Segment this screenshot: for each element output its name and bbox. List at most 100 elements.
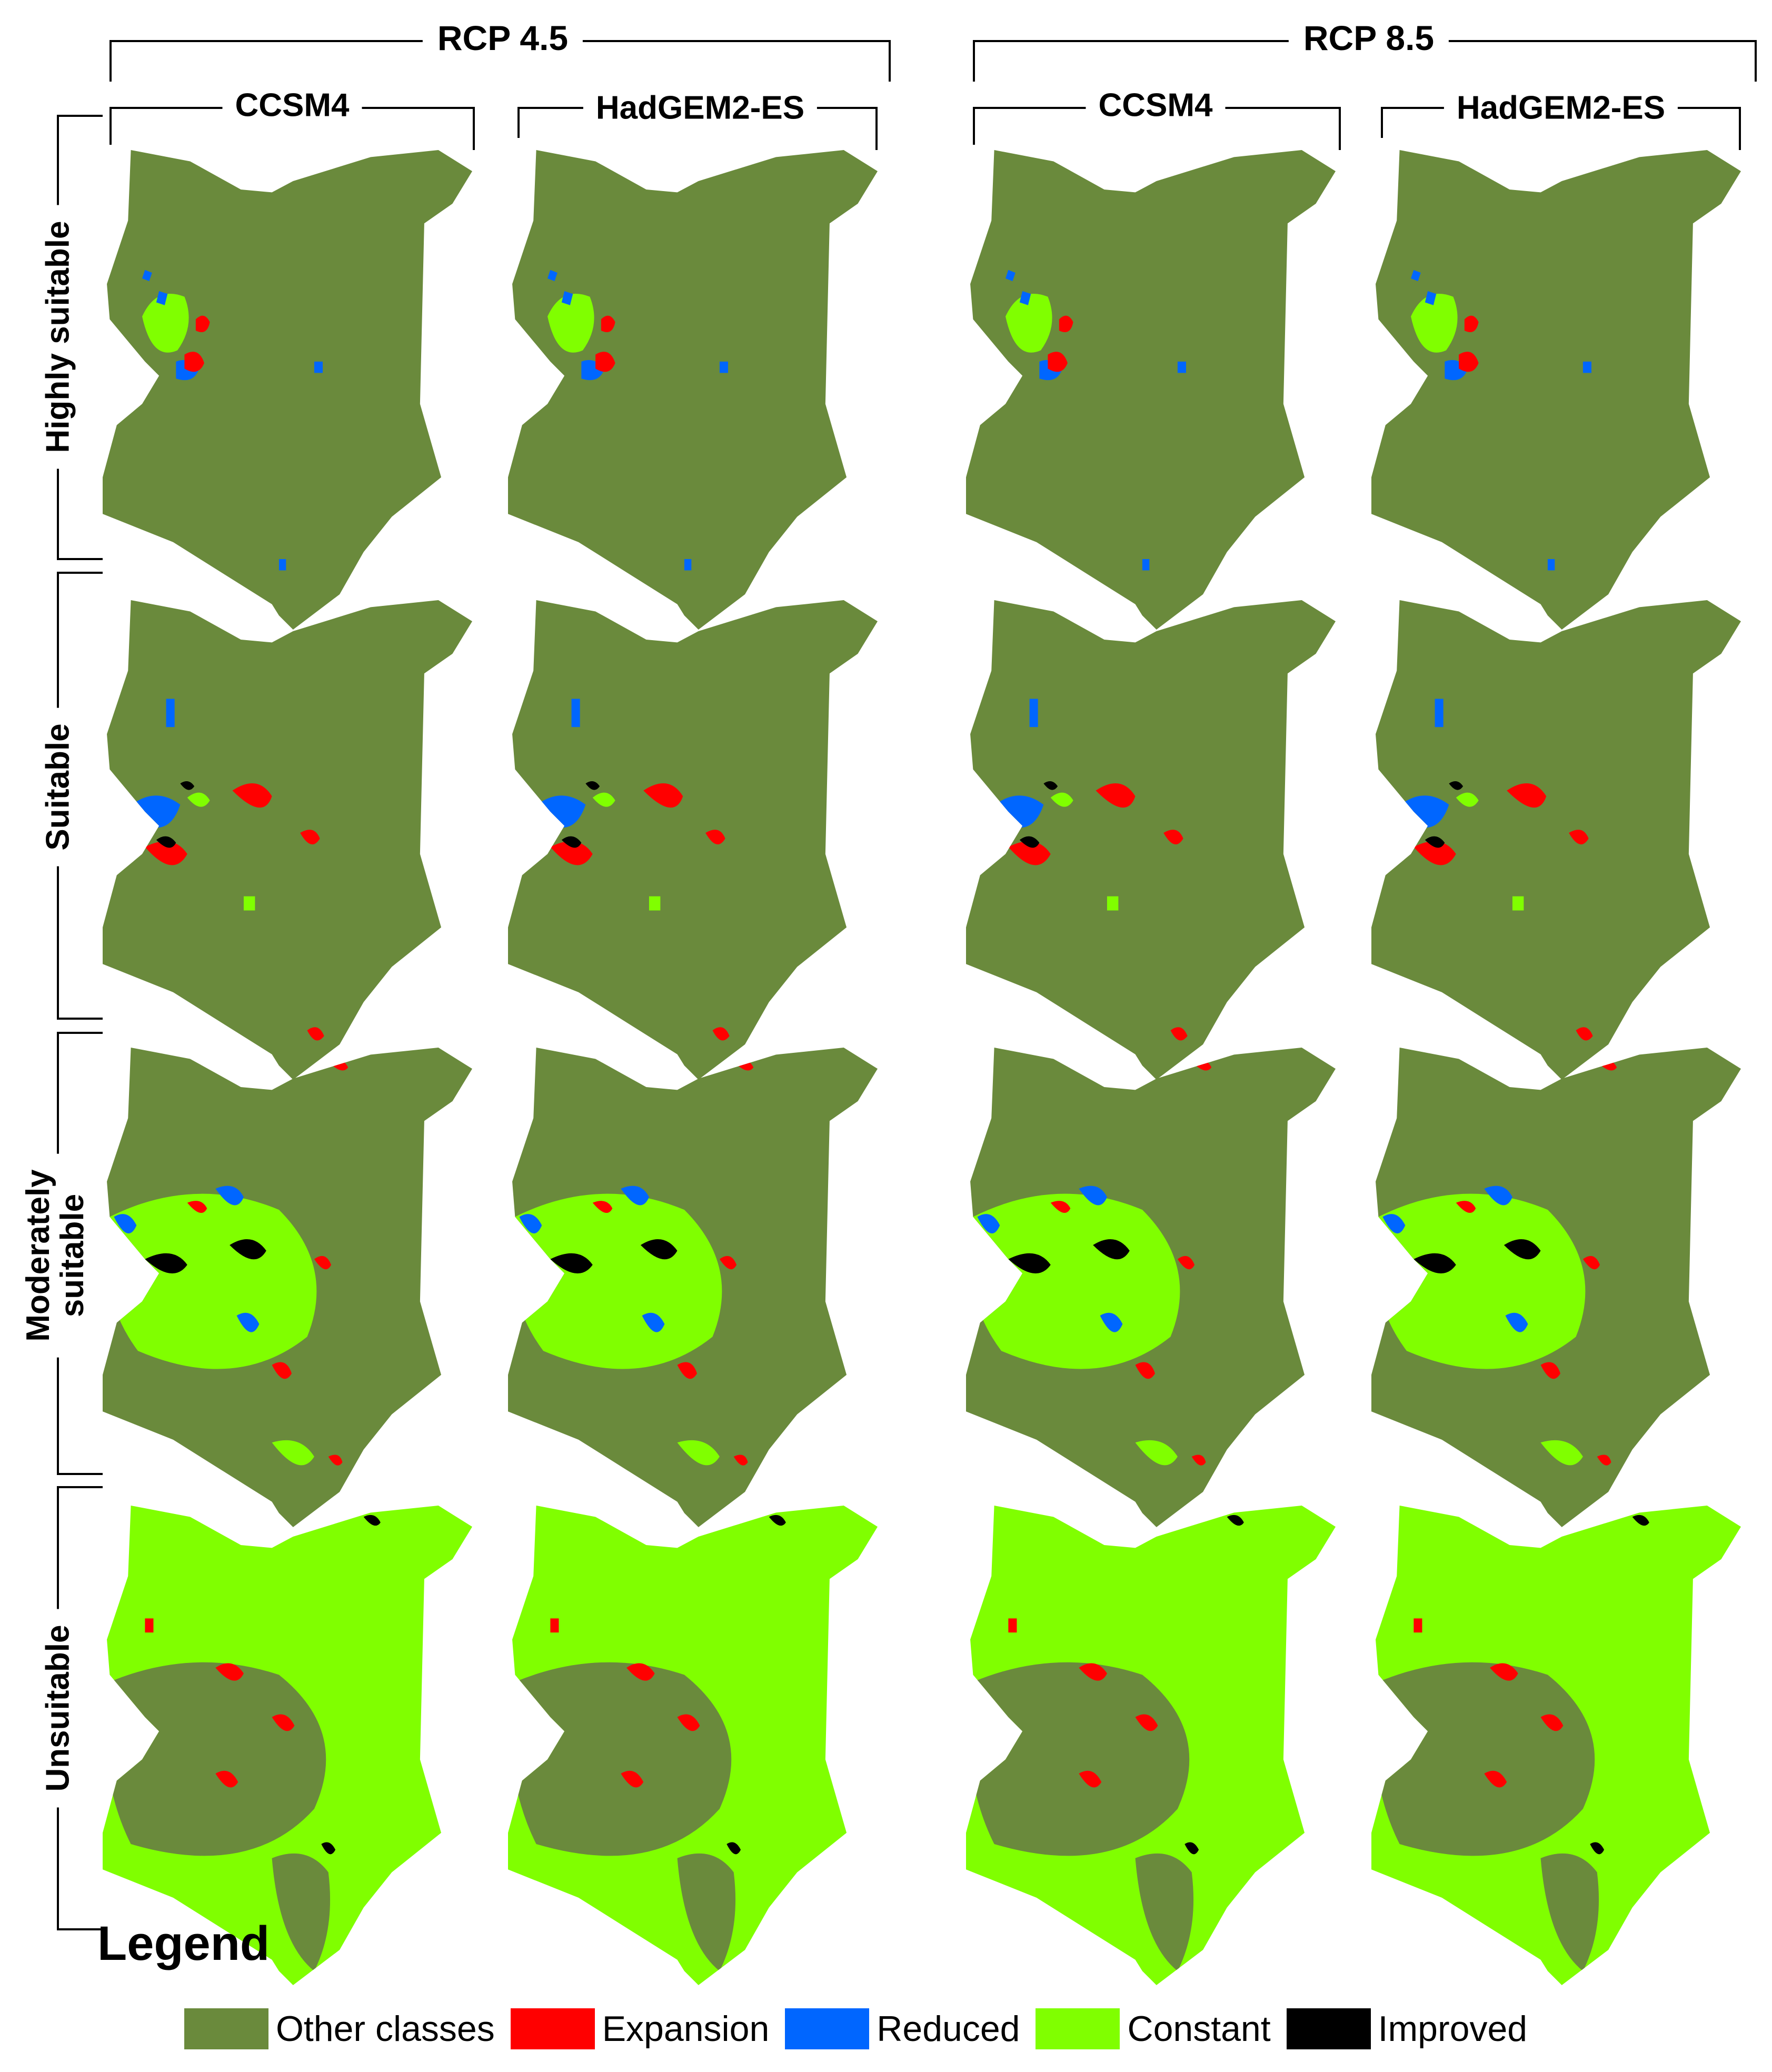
- map-patch-other: [272, 1853, 331, 1971]
- legend-swatch-constant: [1036, 2008, 1120, 2049]
- map-patch-reduced: [561, 291, 573, 305]
- map-patch-expansion: [1413, 841, 1456, 865]
- map-patch-expansion: [272, 1362, 292, 1379]
- legend-title: Legend: [97, 1917, 270, 1970]
- map-moderately-1: [508, 1048, 878, 1527]
- map-patch-reduced: [1425, 291, 1437, 305]
- map-patch-constant: [677, 1440, 720, 1466]
- map-patch-improved: [1008, 1253, 1051, 1274]
- map-patch-other: [677, 1853, 736, 1971]
- map-patch-improved: [363, 1515, 381, 1526]
- map-patch-improved: [180, 781, 195, 790]
- map-patch-expansion: [195, 315, 210, 333]
- map-patch-improved: [1632, 1515, 1649, 1526]
- map-unsuitable-2: [966, 1506, 1336, 1985]
- map-suitable-3: [1371, 600, 1741, 1080]
- map-patch-reduced: [977, 1214, 1000, 1234]
- map-patch-reduced: [1100, 1312, 1123, 1332]
- map-patch-expansion: [232, 783, 272, 808]
- map-patch-expansion: [719, 1256, 737, 1270]
- legend-label-reduced: Reduced: [877, 2009, 1020, 2049]
- map-patch-reduced: [642, 1312, 665, 1332]
- map-patch-improved: [145, 1253, 187, 1274]
- scenario-label-rcp45: RCP 4.5: [422, 18, 583, 58]
- map-unsuitable-0: [103, 1506, 472, 1985]
- map-patch-improved: [321, 1842, 336, 1855]
- map-patch-reduced: [1006, 270, 1016, 282]
- map-patch-constant: [1540, 1440, 1583, 1466]
- map-highly-3: [1371, 150, 1741, 630]
- map-patch-improved: [769, 1515, 786, 1526]
- map-base-highly-2: [966, 150, 1336, 630]
- map-patch-reduced: [314, 361, 323, 373]
- map-patch-expansion: [184, 352, 204, 372]
- map-patch-expansion: [1170, 1027, 1188, 1041]
- map-patch-expansion: [1050, 1201, 1071, 1213]
- legend-item-reduced: Reduced: [785, 2008, 1020, 2049]
- map-patch-improved: [585, 781, 600, 790]
- map-patch-reduced: [215, 1186, 244, 1206]
- map-patch-other: [1540, 1853, 1599, 1971]
- map-suitable-1: [508, 600, 878, 1080]
- map-patch-expansion: [733, 1455, 748, 1466]
- legend-swatch-improved: [1286, 2008, 1371, 2049]
- map-highly-0: [103, 150, 472, 630]
- map-patch-expansion: [1456, 1201, 1476, 1213]
- legend-item-constant: Constant: [1036, 2008, 1271, 2049]
- map-patch-improved: [1590, 1842, 1605, 1855]
- map-patch-expansion: [1464, 315, 1479, 333]
- map-patch-expansion: [1597, 1455, 1611, 1466]
- map-patch-expansion: [536, 1721, 556, 1736]
- map-patch-constant: [187, 792, 210, 807]
- map-patch-reduced: [278, 559, 286, 571]
- map-patch-constant: [1411, 293, 1458, 353]
- map-patch-expansion: [328, 1455, 343, 1466]
- map-patch-other: [511, 1662, 732, 1856]
- map-patch-reduced: [1382, 1214, 1406, 1234]
- map-patch-reduced: [1484, 1186, 1512, 1206]
- map-patch-reduced: [1177, 361, 1186, 373]
- map-patch-expansion: [1163, 830, 1183, 844]
- row-label-highly-suitable: Highly suitable: [39, 205, 76, 469]
- map-patch-constant: [272, 1440, 314, 1466]
- map-patch-constant: [547, 293, 594, 353]
- row-label-suitable: Suitable: [39, 708, 76, 866]
- map-patch-expansion: [314, 1256, 332, 1270]
- map-patch-constant: [592, 792, 615, 807]
- map-patch-improved: [1449, 781, 1464, 790]
- map-patch-other: [1374, 1662, 1595, 1856]
- map-patch-reduced: [684, 559, 692, 571]
- map-patch-expansion: [592, 1201, 613, 1213]
- map-patch-improved: [1043, 781, 1058, 790]
- map-unsuitable-1: [508, 1506, 878, 1985]
- map-patch-constant: [243, 896, 255, 911]
- map-patch-reduced: [114, 1214, 137, 1234]
- map-patch-expansion: [1576, 1027, 1593, 1041]
- map-patch-improved: [1413, 1253, 1456, 1274]
- map-patch-constant: [1006, 293, 1052, 353]
- map-patch-reduced: [142, 270, 152, 282]
- map-patch-expansion: [1096, 783, 1136, 808]
- legend-swatch-other: [184, 2008, 268, 2049]
- map-patch-expansion: [1490, 1663, 1518, 1681]
- map-patch-improved: [1184, 1842, 1199, 1855]
- map-patch-reduced: [1019, 291, 1031, 305]
- map-highly-1: [508, 150, 878, 630]
- map-patch-constant: [649, 896, 661, 911]
- map-patch-expansion: [1008, 1618, 1017, 1633]
- map-patch-improved: [1093, 1239, 1130, 1260]
- map-patch-expansion: [145, 841, 187, 865]
- map-patch-reduced: [719, 361, 728, 373]
- map-patch-constant: [142, 293, 189, 353]
- map-base-suitable-3: [1371, 600, 1741, 1080]
- model-label-ccsm4-rcp85: CCSM4: [1086, 86, 1226, 124]
- map-patch-expansion: [187, 1201, 207, 1213]
- map-patch-expansion: [272, 1714, 295, 1731]
- map-patch-constant: [1050, 792, 1073, 807]
- map-patch-expansion: [1191, 1455, 1206, 1466]
- map-patch-expansion: [712, 1027, 730, 1041]
- map-patch-expansion: [643, 783, 683, 808]
- map-patch-reduced: [1435, 699, 1444, 728]
- map-patch-improved: [1504, 1239, 1541, 1260]
- map-patch-expansion: [1059, 315, 1073, 333]
